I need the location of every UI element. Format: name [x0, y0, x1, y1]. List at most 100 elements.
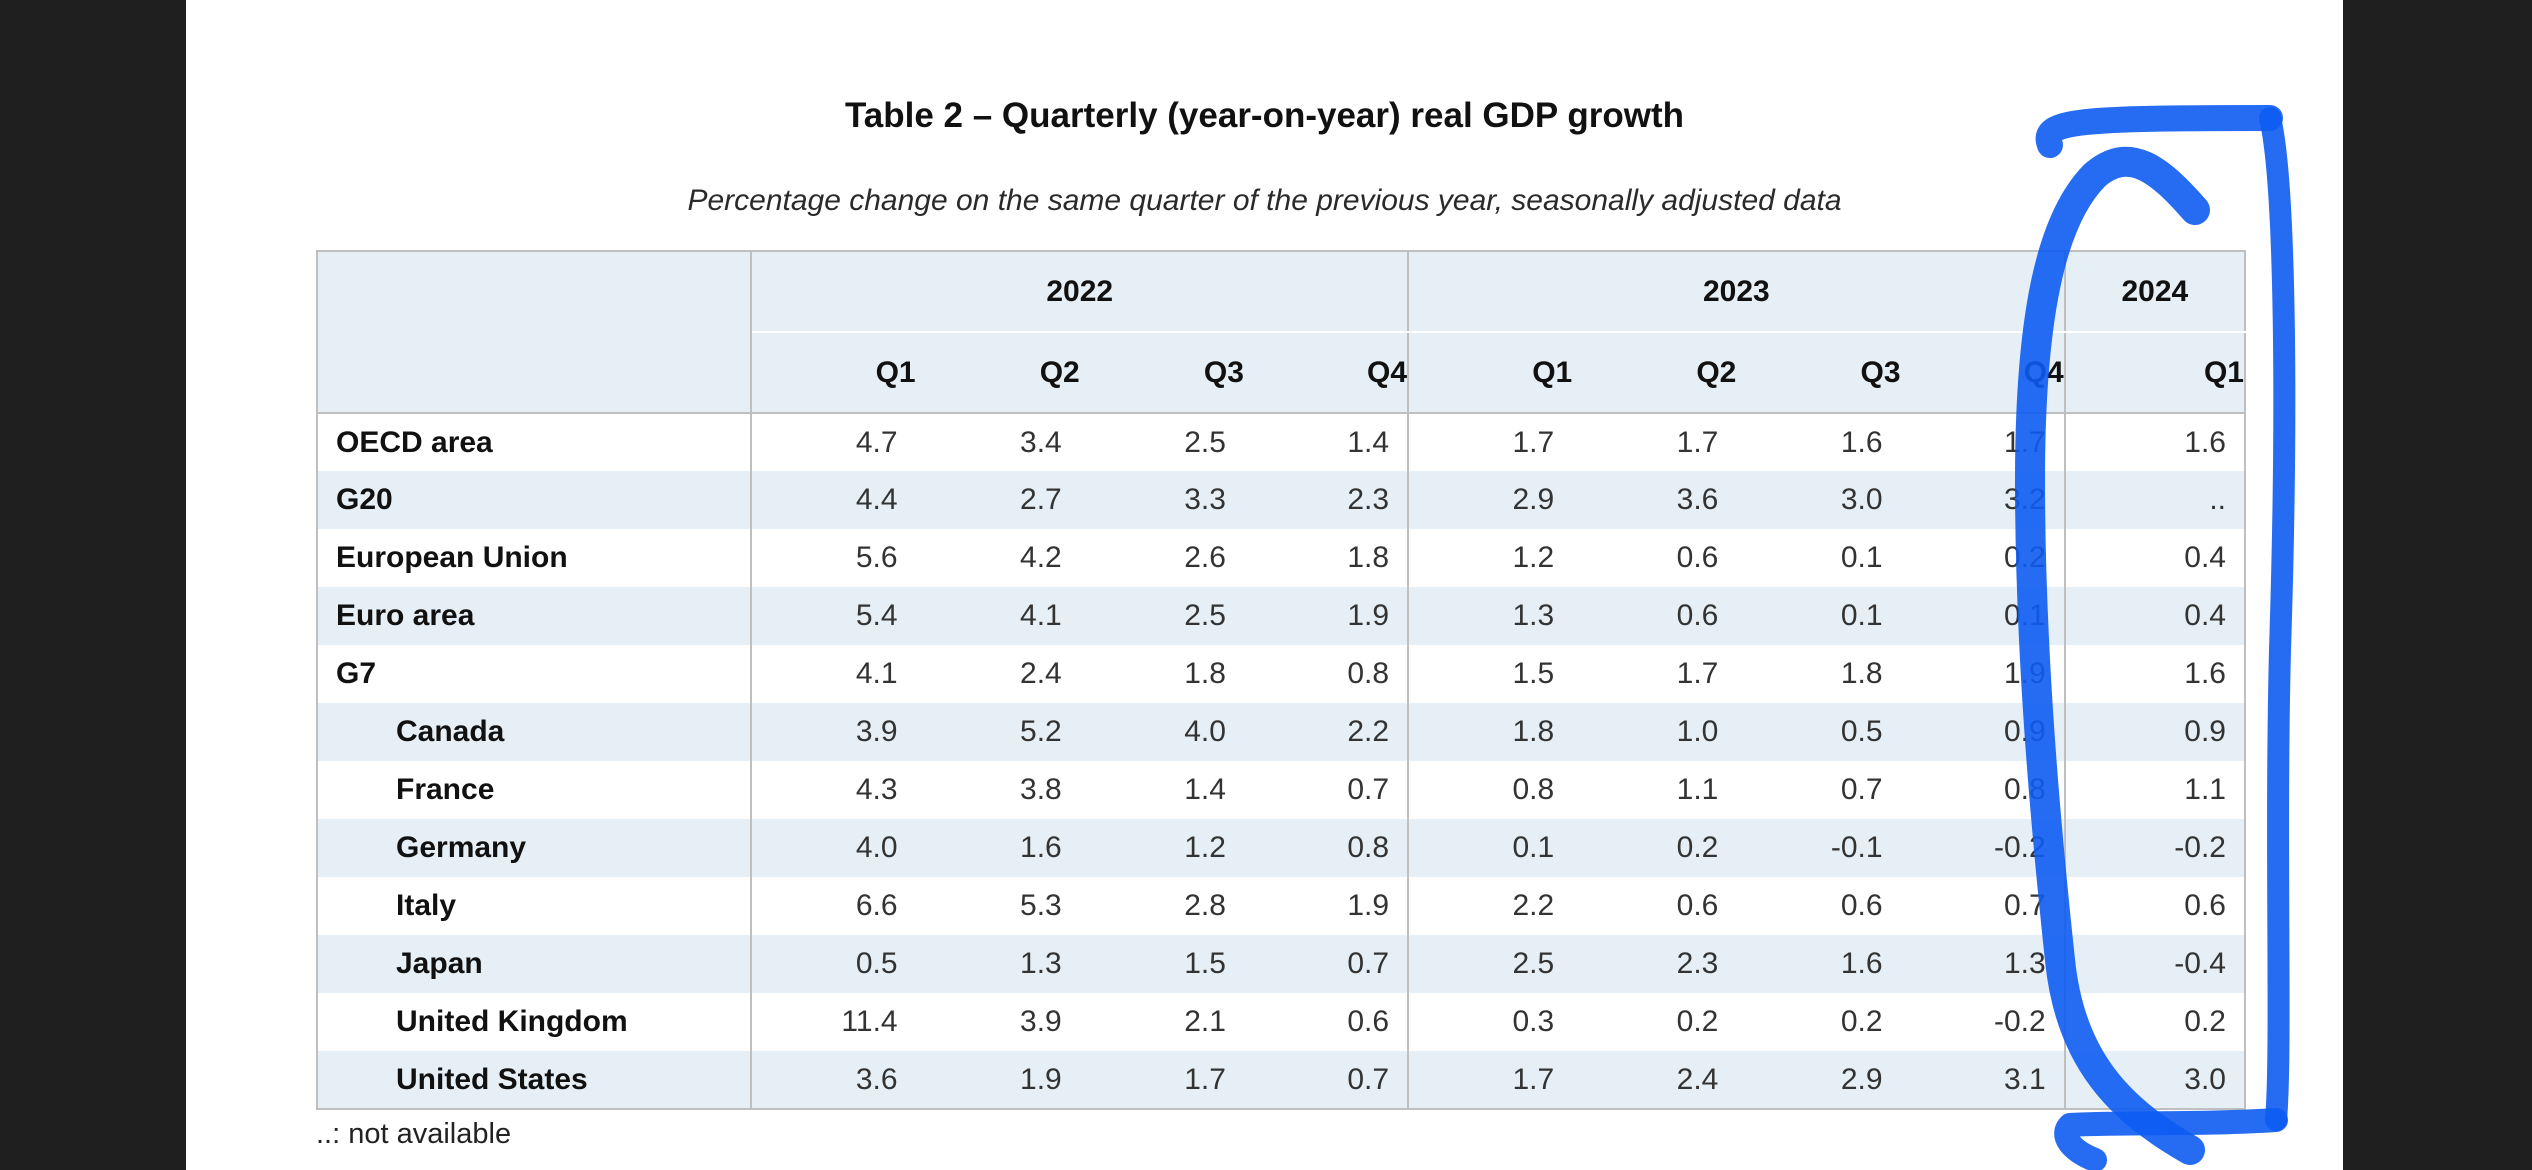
table-cell: 1.3 [1900, 935, 2065, 993]
table-title: Table 2 – Quarterly (year-on-year) real … [845, 96, 1684, 135]
table-cell: 1.3 [1407, 587, 1573, 645]
table-cell: 3.8 [1020, 773, 1062, 806]
table-cell: 2.5 [1184, 425, 1226, 459]
table-cell: 0.6 [1840, 889, 1883, 922]
table-cell: 1.0 [1572, 703, 1737, 761]
table-cell: 1.7 [1676, 657, 1719, 690]
table-cell: 3.0 [2063, 1051, 2245, 1109]
table-cell: 11.4 [841, 1005, 898, 1038]
table-cell: 2.7 [915, 471, 1080, 529]
table-cell: 1.5 [1407, 645, 1573, 703]
row-label: France [317, 761, 753, 819]
gdp-growth-table: 2022 2023 2024 Q1 Q2 Q3 Q4 Q1 Q2 Q3 Q4 Q… [316, 250, 2246, 1110]
table-cell: 2.2 [1407, 877, 1573, 935]
table-row: Euro area 5.4 4.1 2.5 1.9 1.3 0.6 0.1 0.1 0.4 [317, 587, 2245, 645]
table-cell: 0.8 [1243, 819, 1409, 877]
quarter-header: Q3 [1736, 332, 1901, 414]
quarter-header: Q1 [751, 332, 916, 414]
table-cell: 1.7 [1407, 413, 1573, 471]
table-cell: 0.6 [1572, 587, 1737, 645]
table-cell: 3.2 [1900, 471, 2065, 529]
table-cell: 1.7 [1079, 1051, 1244, 1109]
table-cell: 1.8 [1347, 541, 1390, 574]
table-cell: 0.2 [2003, 541, 2046, 574]
table-cell: 1.9 [1243, 587, 1409, 645]
table-cell: 0.9 [2063, 703, 2245, 761]
row-label: Japan [317, 935, 753, 993]
table-cell: 1.8 [1840, 657, 1883, 690]
table-cell: 1.3 [915, 935, 1080, 993]
row-label: Italy [317, 877, 753, 935]
row-label: United States [317, 1051, 753, 1109]
table-cell: 1.4 [1347, 425, 1390, 459]
table-cell: 5.3 [1020, 889, 1062, 922]
table-cell: 0.5 [1736, 703, 1901, 761]
table-cell: 4.4 [751, 471, 916, 529]
table-cell: -0.2 [1900, 819, 2065, 877]
table-row: European Union 5.6 4.2 2.6 1.8 1.2 0.6 0.1 0.2 0.… [317, 529, 2245, 587]
table-cell: 1.6 [1840, 425, 1883, 459]
table-cell: 3.9 [751, 703, 916, 761]
table-cell: 2.9 [1736, 1051, 1901, 1109]
table-cell: 1.7 [1407, 1051, 1573, 1109]
table-cell: 2.5 [1079, 587, 1244, 645]
table-cell: 4.2 [1020, 541, 1062, 574]
table-cell: 1.2 [1079, 819, 1244, 877]
table-cell: 0.8 [1407, 761, 1573, 819]
table-cell: 1.4 [1184, 773, 1226, 806]
table-cell: .. [2063, 471, 2245, 529]
table-cell: 2.3 [1243, 471, 1409, 529]
table-cell: -0.2 [1993, 1005, 2046, 1038]
table-cell: 1.6 [2063, 413, 2245, 471]
quarter-header: Q1 [1407, 332, 1573, 414]
table-cell: 0.9 [1900, 703, 2065, 761]
table-cell: 4.1 [915, 587, 1080, 645]
row-label: Germany [317, 819, 753, 877]
table-cell: 0.1 [1840, 541, 1883, 574]
table-cell: 1.1 [1676, 773, 1719, 806]
table-cell: 1.8 [1407, 703, 1573, 761]
table-cell: 1.8 [1184, 657, 1226, 690]
table-cell: 0.7 [1347, 773, 1390, 806]
quarter-header: Q1 [2063, 332, 2245, 414]
table-cell: 0.2 [1840, 1005, 1883, 1038]
quarter-header: Q2 [1572, 332, 1737, 414]
table-cell: 1.7 [2003, 425, 2046, 459]
quarter-header: Q4 [1900, 332, 2065, 414]
table-row: Germany 4.0 1.6 1.2 0.8 0.1 0.2 -0.1 -0.2 -0.2 [317, 819, 2245, 877]
table-cell: -0.1 [1736, 819, 1901, 877]
year-header-2022: 2022 [751, 251, 1409, 333]
row-label: Canada [317, 703, 753, 761]
table-cell: 2.1 [1184, 1005, 1226, 1038]
table-cell: 0.7 [1243, 935, 1409, 993]
table-cell: 0.6 [1676, 889, 1719, 922]
table-cell: 2.4 [1572, 1051, 1737, 1109]
row-label: United Kingdom [317, 993, 753, 1051]
table-cell: -0.4 [2063, 935, 2245, 993]
quarter-header: Q3 [1079, 332, 1244, 414]
table-cell: 2.8 [1184, 889, 1226, 922]
row-label: G7 [317, 645, 753, 703]
table-cell: 0.4 [2063, 529, 2245, 587]
table-row: Italy 6.6 5.3 2.8 1.9 2.2 0.6 0.6 0.7 0.6 [317, 877, 2245, 935]
table-body: OECD area 4.7 3.4 2.5 1.4 1.7 1.7 1.6 1.7 1.6 G20 4… [317, 413, 2245, 1109]
table-cell: 5.4 [751, 587, 916, 645]
table-cell: 0.4 [2063, 587, 2245, 645]
table-cell: 1.5 [1079, 935, 1244, 993]
table-cell: 1.6 [915, 819, 1080, 877]
table-cell: 3.6 [1572, 471, 1737, 529]
table-cell: 3.9 [1020, 1005, 1062, 1038]
table-row: Canada 3.9 5.2 4.0 2.2 1.8 1.0 0.5 0.9 0.9 [317, 703, 2245, 761]
table-cell: 5.6 [855, 541, 898, 574]
table-cell: 0.1 [1900, 587, 2065, 645]
table-cell: 0.6 [2063, 877, 2245, 935]
table-row: Japan 0.5 1.3 1.5 0.7 2.5 2.3 1.6 1.3 -0.4 [317, 935, 2245, 993]
table-subtitle: Percentage change on the same quarter of… [687, 184, 1842, 217]
table-cell: 4.3 [855, 773, 898, 806]
table-cell: 0.3 [1407, 993, 1573, 1051]
table-row: G20 4.4 2.7 3.3 2.3 2.9 3.6 3.0 3.2.. [317, 471, 2245, 529]
table-cell: 0.1 [1407, 819, 1573, 877]
table-cell: 0.7 [1840, 773, 1883, 806]
table-cell: 1.7 [1676, 425, 1719, 459]
row-label: European Union [317, 529, 753, 587]
